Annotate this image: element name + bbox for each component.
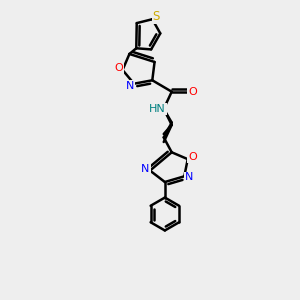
Text: N: N xyxy=(141,164,150,174)
Text: N: N xyxy=(126,81,134,91)
Text: O: O xyxy=(188,152,197,162)
Text: S: S xyxy=(153,11,160,23)
Text: O: O xyxy=(114,63,123,73)
Text: N: N xyxy=(185,172,193,182)
Text: O: O xyxy=(188,87,197,97)
Text: HN: HN xyxy=(149,104,166,114)
